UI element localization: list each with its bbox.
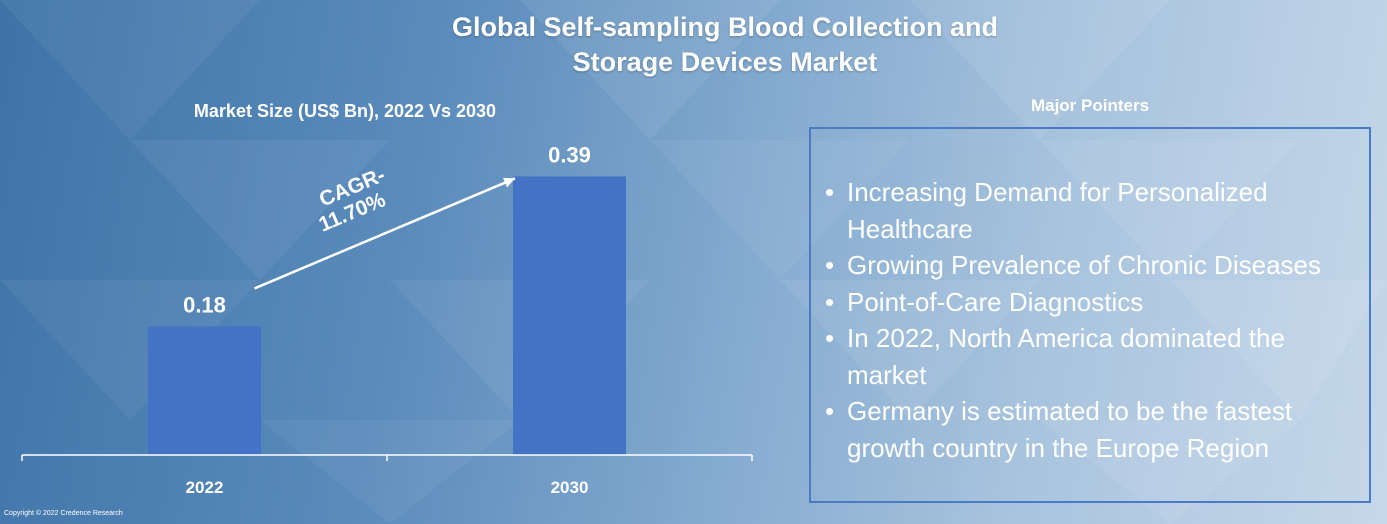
pointers-box: • Increasing Demand for Personalized Heal… (809, 127, 1371, 503)
bullet-icon: • (825, 396, 835, 426)
pointer-text: Increasing Demand for Personalized Healt… (847, 177, 1268, 244)
pointers-heading: Major Pointers (1030, 96, 1150, 115)
bullet-icon: • (825, 286, 835, 317)
bar (148, 326, 261, 455)
cagr-arrow (254, 177, 516, 290)
pointer-item: • Point-of-Care Diagnostics (825, 284, 1359, 321)
bullet-icon: • (825, 323, 835, 353)
cagr-arrow-head (503, 177, 515, 188)
copyright-text: Copyright © 2022 Credence Research (4, 510, 123, 517)
pointer-text: Point-of-Care Diagnostics (847, 286, 1144, 317)
bullet-icon: • (825, 250, 835, 280)
pointer-text: Growing Prevalence of Chronic Diseases (847, 250, 1321, 280)
bar (513, 176, 626, 455)
pointer-item: • Growing Prevalence of Chronic Diseases (825, 247, 1359, 284)
title-line-1: Global Self-sampling Blood Collection an… (451, 12, 999, 42)
chart-title: Market Size (US$ Bn), 2022 Vs 2030 (193, 101, 497, 121)
data-label: 0.18 (183, 292, 226, 317)
data-label: 0.39 (548, 142, 591, 167)
pointers-list: • Increasing Demand for Personalized Heal… (811, 129, 1369, 466)
page-title: Global Self-sampling Blood Collection an… (375, 10, 1075, 80)
pointer-item: • Germany is estimated to be the fastest … (825, 393, 1359, 466)
pointer-text: Germany is estimated to be the fastest g… (847, 396, 1293, 463)
pointer-text: In 2022, North America dominated the mar… (847, 323, 1285, 390)
x-tick-label: 2030 (551, 478, 589, 497)
bullet-icon: • (825, 177, 835, 207)
title-line-2: Storage Devices Market (572, 47, 878, 77)
x-tick-label: 2022 (186, 478, 224, 497)
pointer-item: • In 2022, North America dominated the ma… (825, 320, 1359, 393)
pointer-item: • Increasing Demand for Personalized Heal… (825, 174, 1359, 247)
